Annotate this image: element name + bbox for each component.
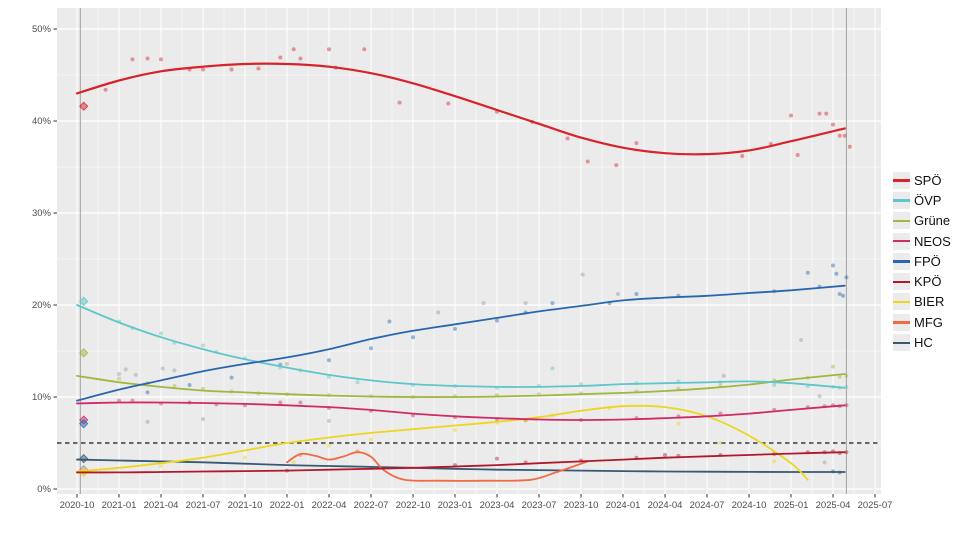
x-tick-label: 2025-04	[816, 500, 851, 511]
x-tick-label: 2023-07	[522, 500, 557, 511]
legend-key-swatch	[893, 212, 910, 230]
series-gruene-trend-line	[76, 373, 846, 398]
legend-label: ÖVP	[914, 192, 942, 208]
legend-key-swatch	[893, 252, 910, 270]
legend-label: Grüne	[914, 213, 951, 229]
legend-item-0: SPÖ	[893, 170, 951, 190]
legend-item-2: Grüne	[893, 211, 951, 231]
series-fpoe-points	[79, 263, 849, 429]
x-tick-label: 2021-04	[144, 500, 179, 511]
x-tick-label: 2024-04	[648, 500, 683, 511]
series-hc-trend-line	[76, 458, 846, 473]
x-tick-label: 2021-01	[102, 500, 137, 511]
y-tick-label: 40%	[32, 116, 52, 127]
legend-label: NEOS	[914, 233, 951, 249]
legend-key-swatch	[893, 273, 910, 291]
legend-item-7: MFG	[893, 312, 951, 332]
legend-item-1: ÖVP	[893, 190, 951, 210]
election-date-lines	[79, 8, 847, 494]
x-tick-label: 2025-07	[858, 500, 893, 511]
x-tick-label: 2023-04	[480, 500, 515, 511]
series-neos-trend-line	[76, 401, 846, 421]
legend-label: BIER	[914, 294, 945, 310]
y-tick-label: 0%	[37, 484, 51, 495]
legend-label: MFG	[914, 314, 943, 330]
series-fpoe-trend-line	[76, 284, 846, 402]
x-tick-label: 2025-01	[774, 500, 809, 511]
x-tick-label: 2021-10	[228, 500, 263, 511]
series-kpoe-trend-line	[76, 451, 846, 474]
y-tick-label: 20%	[32, 300, 52, 311]
legend-label: SPÖ	[914, 172, 942, 188]
legend-key-swatch	[893, 334, 910, 352]
legend-item-5: KPÖ	[893, 271, 951, 291]
legend-label: HC	[914, 335, 933, 351]
x-tick-label: 2023-01	[438, 500, 473, 511]
legend-key-swatch	[893, 313, 910, 331]
y-tick-label: 10%	[32, 392, 52, 403]
x-tick-label: 2022-10	[396, 500, 431, 511]
legend-key-swatch	[893, 232, 910, 250]
legend-key-swatch	[893, 191, 910, 209]
legend-item-8: HC	[893, 332, 951, 352]
x-tick-label: 2020-10	[60, 500, 95, 511]
axes: 0% 10% 20% 30% 40% 50% 2020-10 2021-01 2021-04 20…	[32, 24, 892, 511]
x-tick-label: 2022-07	[354, 500, 389, 511]
legend-item-6: BIER	[893, 292, 951, 312]
series-spoe-points	[79, 47, 852, 168]
y-tick-label: 30%	[32, 208, 52, 219]
series-oevp-trend-line	[76, 304, 846, 389]
x-tick-label: 2024-10	[732, 500, 767, 511]
x-tick-label: 2022-04	[312, 500, 347, 511]
legend-item-4: FPÖ	[893, 251, 951, 271]
x-tick-label: 2021-07	[186, 500, 221, 511]
series-spoe-trend-line	[75, 62, 846, 156]
y-tick-label: 50%	[32, 24, 52, 35]
gridlines	[57, 8, 881, 494]
legend-item-3: NEOS	[893, 231, 951, 251]
chart-legend: SPÖ ÖVP Grüne NEOS FPÖ KPÖ BIER MFG HC	[893, 170, 951, 353]
legend-label: KPÖ	[914, 274, 942, 290]
legend-label: FPÖ	[914, 253, 941, 269]
legend-key-swatch	[893, 293, 910, 311]
series-mfg-trend-line	[286, 451, 589, 482]
x-tick-label: 2024-07	[690, 500, 725, 511]
x-tick-label: 2024-01	[606, 500, 641, 511]
x-tick-label: 2022-01	[270, 500, 305, 511]
plot-panel	[57, 8, 881, 494]
x-tick-label: 2023-10	[564, 500, 599, 511]
legend-key-swatch	[893, 171, 910, 189]
